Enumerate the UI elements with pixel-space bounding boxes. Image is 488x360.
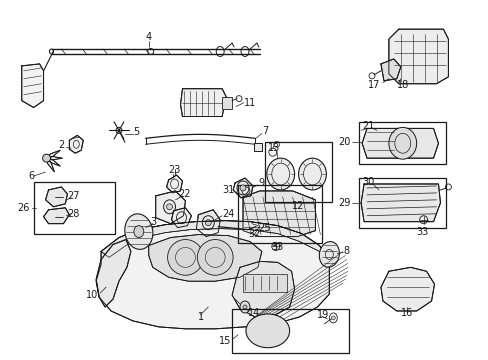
Text: 8: 8 (343, 247, 348, 256)
Text: 19: 19 (317, 310, 329, 320)
Bar (232, 309, 348, 353)
Bar (358, 122, 446, 164)
Text: 17: 17 (367, 80, 379, 90)
Ellipse shape (124, 214, 153, 249)
Polygon shape (21, 64, 43, 108)
Ellipse shape (266, 158, 294, 190)
Text: 21: 21 (361, 121, 374, 131)
Text: 1: 1 (198, 312, 204, 322)
Text: 18: 18 (396, 80, 408, 90)
Text: 3: 3 (150, 217, 157, 227)
Text: 28: 28 (67, 209, 80, 219)
Text: 14: 14 (247, 308, 260, 318)
Polygon shape (46, 150, 60, 158)
Ellipse shape (319, 242, 339, 267)
Text: 5: 5 (133, 127, 139, 138)
Text: 12: 12 (292, 201, 304, 211)
Text: 26: 26 (17, 203, 30, 213)
Text: 2: 2 (58, 140, 64, 150)
Text: 20: 20 (337, 137, 349, 147)
Text: 16: 16 (400, 308, 412, 318)
Bar (243, 274, 286, 292)
Bar (222, 96, 232, 109)
Polygon shape (171, 208, 191, 228)
Text: 7: 7 (262, 126, 267, 136)
Polygon shape (155, 191, 185, 224)
Text: 32: 32 (247, 229, 260, 239)
Polygon shape (148, 235, 262, 281)
Bar (34, 182, 115, 234)
Polygon shape (380, 267, 434, 311)
Text: 33: 33 (271, 243, 284, 252)
Bar (264, 142, 332, 202)
Ellipse shape (197, 239, 233, 275)
Ellipse shape (166, 204, 172, 210)
Ellipse shape (240, 185, 245, 191)
Text: 31: 31 (222, 185, 234, 195)
Polygon shape (46, 156, 62, 160)
Text: 29: 29 (337, 198, 349, 208)
Polygon shape (232, 261, 294, 317)
Text: 6: 6 (29, 171, 35, 181)
Text: 27: 27 (67, 191, 80, 201)
Text: 23: 23 (168, 165, 181, 175)
Text: 15: 15 (218, 336, 231, 346)
Bar (238, 185, 322, 243)
Ellipse shape (243, 305, 246, 309)
Bar (253, 143, 262, 151)
Polygon shape (388, 29, 447, 84)
Polygon shape (233, 178, 252, 198)
Polygon shape (360, 184, 440, 222)
Polygon shape (46, 158, 54, 172)
Polygon shape (69, 135, 83, 153)
Ellipse shape (205, 220, 211, 226)
Bar (358, 178, 446, 228)
Text: 11: 11 (244, 98, 256, 108)
Ellipse shape (134, 226, 143, 238)
Text: 22: 22 (178, 189, 191, 199)
Polygon shape (96, 239, 131, 307)
Polygon shape (196, 210, 220, 237)
Text: 30: 30 (361, 177, 374, 187)
Text: 33: 33 (416, 226, 428, 237)
Text: 10: 10 (86, 290, 98, 300)
Text: 4: 4 (145, 32, 151, 42)
Ellipse shape (42, 154, 50, 162)
Polygon shape (243, 191, 315, 237)
Ellipse shape (388, 127, 416, 159)
Text: 9: 9 (257, 178, 264, 188)
Text: 25: 25 (257, 222, 270, 233)
Polygon shape (166, 175, 182, 193)
Text: 24: 24 (222, 209, 234, 219)
Ellipse shape (298, 158, 325, 190)
Text: 13: 13 (267, 143, 280, 153)
Polygon shape (361, 129, 438, 158)
Ellipse shape (240, 301, 249, 313)
Ellipse shape (245, 314, 289, 348)
Polygon shape (43, 208, 69, 224)
Ellipse shape (331, 316, 335, 320)
Polygon shape (101, 221, 328, 260)
Polygon shape (380, 59, 400, 81)
Polygon shape (46, 158, 60, 166)
Polygon shape (96, 221, 328, 329)
Polygon shape (45, 187, 67, 207)
Ellipse shape (167, 239, 203, 275)
Polygon shape (180, 89, 225, 117)
